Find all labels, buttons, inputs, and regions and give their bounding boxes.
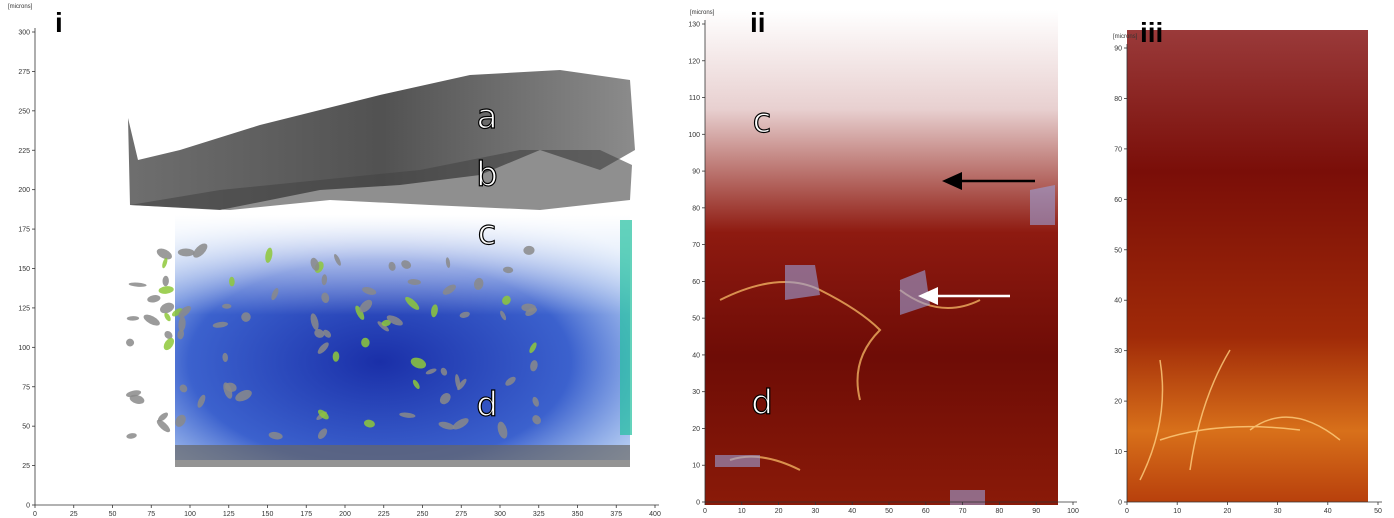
- x-tick-label: 125: [223, 511, 235, 518]
- y-tick-label: 120: [688, 58, 700, 65]
- panel-label: iii: [1140, 17, 1163, 48]
- x-tick-label: 150: [262, 511, 274, 518]
- region-label: d: [751, 383, 773, 423]
- cell: [142, 312, 162, 327]
- y-tick-label: 275: [18, 69, 30, 76]
- y-tick-label: 80: [1114, 96, 1122, 103]
- x-tick-label: 25: [70, 511, 78, 518]
- y-tick-label: 175: [18, 227, 30, 234]
- y-tick-label: 0: [26, 503, 30, 510]
- cell: [129, 282, 147, 287]
- y-tick-label: 70: [1114, 146, 1122, 153]
- x-tick-label: 350: [572, 511, 584, 518]
- x-tick-label: 0: [703, 508, 707, 515]
- y-tick-label: 60: [1114, 197, 1122, 204]
- y-tick-label: 225: [18, 148, 30, 155]
- x-tick-label: 30: [812, 508, 820, 515]
- x-tick-label: 0: [33, 511, 37, 518]
- cell: [158, 285, 174, 294]
- x-tick-label: 175: [300, 511, 312, 518]
- y-tick-label: 40: [1114, 298, 1122, 305]
- x-tick-label: 200: [339, 511, 351, 518]
- region-label: a: [477, 97, 498, 137]
- cell: [155, 418, 172, 434]
- y-tick-label: 90: [692, 169, 700, 176]
- y-tick-label: 300: [18, 30, 30, 37]
- x-tick-label: 225: [378, 511, 390, 518]
- y-tick-label: 110: [689, 95, 700, 102]
- figure: 0255075100125150175200225250275300025507…: [0, 0, 1394, 518]
- axis-unit: [microns]: [8, 4, 33, 10]
- y-tick-label: 0: [696, 500, 700, 507]
- x-tick-label: 300: [494, 511, 506, 518]
- x-tick-label: 70: [959, 508, 967, 515]
- y-tick-label: 90: [1114, 46, 1122, 53]
- region-label: d: [476, 385, 498, 425]
- y-tick-label: 20: [692, 426, 700, 433]
- y-tick-label: 150: [18, 266, 30, 273]
- y-tick-label: 80: [692, 205, 700, 212]
- micrograph-ii: [705, 10, 1058, 505]
- y-tick-label: 130: [688, 22, 700, 29]
- x-tick-label: 0: [1125, 508, 1129, 515]
- x-tick-label: 90: [1032, 508, 1040, 515]
- y-tick-label: 20: [1114, 399, 1122, 406]
- x-tick-label: 80: [996, 508, 1004, 515]
- y-tick-label: 125: [18, 305, 30, 312]
- axis-unit: [microns]: [690, 10, 715, 16]
- y-tick-label: 200: [18, 187, 30, 194]
- x-tick-label: 20: [1224, 508, 1232, 515]
- axis-unit: [microns]: [1113, 34, 1138, 40]
- micrograph-iii: [1127, 30, 1368, 502]
- y-tick-label: 250: [18, 108, 30, 115]
- x-tick-label: 250: [417, 511, 429, 518]
- x-tick-label: 275: [455, 511, 467, 518]
- y-tick-label: 25: [22, 463, 30, 470]
- x-tick-label: 75: [147, 511, 155, 518]
- volume-render: [125, 70, 635, 467]
- panel-label: i: [55, 7, 63, 38]
- region-label: b: [476, 155, 498, 195]
- x-tick-label: 20: [775, 508, 783, 515]
- y-tick-label: 50: [1114, 247, 1122, 254]
- y-tick-label: 10: [1114, 449, 1122, 456]
- y-tick-label: 70: [692, 242, 700, 249]
- x-tick-label: 40: [848, 508, 856, 515]
- cell: [126, 432, 137, 439]
- region-label: c: [478, 213, 497, 253]
- x-tick-label: 30: [1274, 508, 1282, 515]
- y-tick-label: 0: [1118, 500, 1122, 507]
- x-tick-label: 50: [109, 511, 117, 518]
- y-tick-label: 50: [692, 316, 700, 323]
- x-tick-label: 40: [1324, 508, 1332, 515]
- cell: [162, 276, 169, 287]
- y-tick-label: 75: [22, 384, 30, 391]
- y-tick-label: 30: [1114, 348, 1122, 355]
- cell: [125, 338, 135, 348]
- y-tick-label: 30: [692, 389, 700, 396]
- x-tick-label: 10: [1173, 508, 1181, 515]
- cell: [222, 304, 231, 309]
- x-tick-label: 325: [533, 511, 545, 518]
- y-tick-label: 100: [18, 345, 30, 352]
- x-tick-label: 375: [610, 511, 622, 518]
- y-tick-label: 50: [22, 424, 30, 431]
- y-tick-label: 40: [692, 352, 700, 359]
- x-tick-label: 50: [1374, 508, 1382, 515]
- cell: [127, 316, 140, 321]
- x-tick-label: 10: [738, 508, 746, 515]
- x-tick-label: 60: [922, 508, 930, 515]
- region-label: c: [753, 101, 772, 141]
- x-tick-label: 400: [649, 511, 661, 518]
- y-tick-label: 10: [692, 463, 700, 470]
- panel-label: ii: [750, 7, 766, 38]
- x-tick-label: 100: [184, 511, 196, 518]
- cell: [147, 294, 161, 303]
- x-tick-label: 50: [885, 508, 893, 515]
- y-tick-label: 60: [692, 279, 700, 286]
- y-tick-label: 100: [688, 132, 700, 139]
- x-tick-label: 100: [1067, 508, 1079, 515]
